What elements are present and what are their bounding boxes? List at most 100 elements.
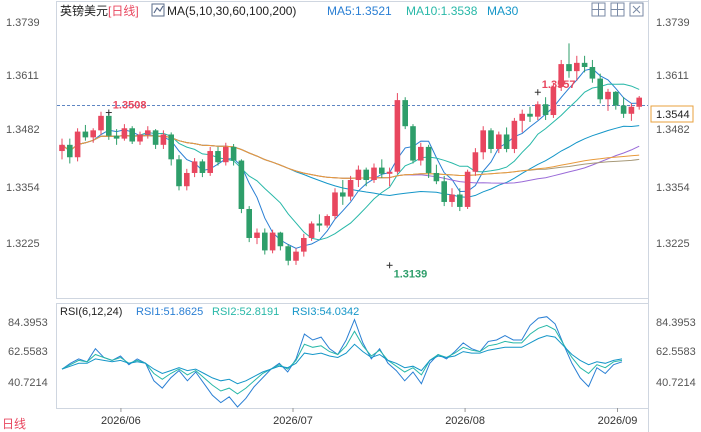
price-tick-label: 1.3611 <box>656 70 689 82</box>
time-tick-label: 2026/06 <box>101 415 141 427</box>
price-axis-right: 1.3739 1.3611 1.3482 1.3354 1.3225 <box>656 17 690 250</box>
candle-body <box>363 169 369 181</box>
instrument-title: 英镑美元 <box>60 3 108 18</box>
ma30-value: MA30 <box>487 4 519 18</box>
candle-body <box>82 131 89 138</box>
candle-body <box>410 126 416 161</box>
rsi-tick-label: 62.5583 <box>656 346 696 358</box>
rsi-axis-right: 84.3953 62.5583 40.7214 <box>656 317 696 389</box>
time-tick-label: 2026/08 <box>445 415 485 427</box>
candle-body <box>581 62 588 67</box>
ma5-value: MA5:1.3521 <box>327 4 392 18</box>
candle-body <box>480 130 486 153</box>
candle-body <box>223 146 229 163</box>
price-tick-label: 1.3739 <box>6 17 40 29</box>
candle-body <box>191 161 198 173</box>
candle-body <box>254 232 260 238</box>
candle-body <box>347 180 354 197</box>
candle-body <box>199 161 206 173</box>
rsi-lines <box>61 316 623 408</box>
price-tick-label: 1.3482 <box>6 124 40 136</box>
current-price-label: 1.3544 <box>656 109 690 121</box>
rsi-tick-label: 84.3953 <box>8 317 48 329</box>
candle-body <box>425 146 432 173</box>
candle-body <box>589 66 596 79</box>
chart-toolbar <box>591 2 644 17</box>
close-icon[interactable] <box>629 2 644 17</box>
candle-body <box>316 223 323 226</box>
candle-body <box>620 105 627 114</box>
candle-body <box>301 237 307 252</box>
candle-body <box>605 91 611 100</box>
candle-body <box>402 100 408 127</box>
candle-body <box>597 78 603 100</box>
price-tick-label: 1.3225 <box>6 238 40 250</box>
time-axis: 2026/06 2026/07 2026/08 2026/09 <box>101 408 637 427</box>
main-panel-frame <box>56 1 649 299</box>
candle-body <box>293 251 299 261</box>
candle-body <box>511 120 518 149</box>
rsi2-value: RSI2:52.8191 <box>212 306 279 318</box>
candle-body <box>324 216 330 226</box>
current-price-marker: 1.3544 <box>57 105 694 123</box>
candle-body <box>59 144 65 152</box>
candle-body <box>394 100 401 172</box>
candle-body <box>184 172 190 187</box>
price-tick-label: 1.3354 <box>6 182 40 194</box>
candle-body <box>246 208 252 238</box>
candle-body <box>433 172 440 182</box>
rsi-panel-frame <box>56 303 649 409</box>
crosshair-icon[interactable] <box>591 2 606 17</box>
extreme-price-label: 1.3508 <box>113 100 147 112</box>
rsi1-line <box>61 316 623 408</box>
candle-body <box>106 115 112 136</box>
candle-body <box>238 160 245 209</box>
period-footer-label[interactable]: 日线 <box>2 417 26 431</box>
candle-body <box>160 134 167 145</box>
candle-body <box>67 144 73 158</box>
price-tick-label: 1.3482 <box>656 124 690 136</box>
price-tick-label: 1.3611 <box>6 70 39 82</box>
candle-body <box>168 134 174 160</box>
price-tick-label: 1.3225 <box>656 238 690 250</box>
rsi-axis-left: 84.3953 62.5583 40.7214 <box>8 317 48 389</box>
candle-body <box>129 128 135 142</box>
candle-body <box>566 64 572 72</box>
rsi-tick-label: 40.7214 <box>656 377 696 389</box>
extreme-price-label: 1.3139 <box>394 268 428 280</box>
price-tick-label: 1.3354 <box>656 182 690 194</box>
candle-body <box>558 64 564 87</box>
candlesticks <box>59 43 642 266</box>
candle-body <box>449 194 455 202</box>
candle-body <box>98 115 104 131</box>
candle-body <box>441 181 447 202</box>
candle-body <box>472 152 479 172</box>
period-label[interactable]: [日线] <box>108 4 139 18</box>
candle-body <box>113 135 120 139</box>
candle-body <box>457 194 463 207</box>
indicator-chart-icon[interactable] <box>151 3 165 17</box>
candle-body <box>550 86 557 116</box>
candle-body <box>332 192 338 217</box>
chart-header: 英镑美元 [日线] MA(5,10,30,60,100,200) MA5:1.3… <box>60 3 519 18</box>
candle-body <box>519 113 525 121</box>
candle-body <box>308 223 315 238</box>
candle-body <box>355 169 362 181</box>
candle-body <box>215 151 221 163</box>
rsi-tick-label: 62.5583 <box>8 346 48 358</box>
rsi-header: RSI(6,12,24) RSI1:51.8625 RSI2:52.8191 R… <box>60 306 359 318</box>
candle-body <box>277 232 284 247</box>
rsi-params-label: RSI(6,12,24) <box>60 306 122 318</box>
candle-body <box>230 146 237 161</box>
time-tick-label: 2026/09 <box>598 415 638 427</box>
ma10-value: MA10:1.3538 <box>406 4 478 18</box>
rsi-tick-label: 40.7214 <box>8 377 48 389</box>
rsi3-line <box>61 335 623 385</box>
candle-body <box>535 104 541 117</box>
rsi1-value: RSI1:51.8625 <box>136 306 203 318</box>
candle-body <box>269 232 276 251</box>
grid-icon[interactable] <box>610 2 625 17</box>
rsi-tick-label: 84.3953 <box>656 317 696 329</box>
